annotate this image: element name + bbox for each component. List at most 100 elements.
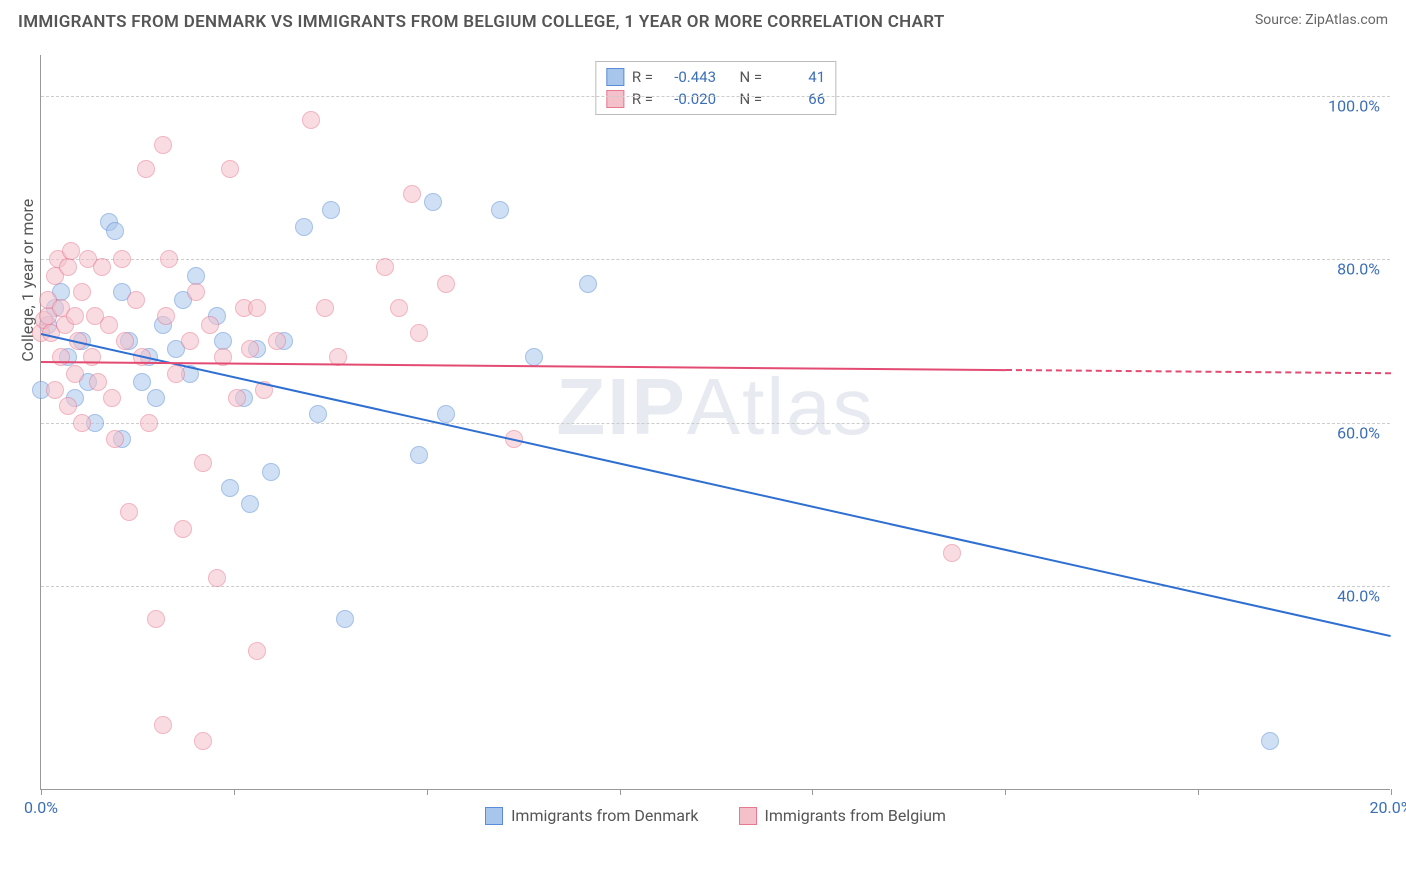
legend-stats-row-1: R = -0.020 N = 66 xyxy=(606,88,825,110)
x-tick xyxy=(1198,789,1199,795)
data-point-series-1 xyxy=(62,242,80,260)
data-point-series-1 xyxy=(73,283,91,301)
n-label: N = xyxy=(740,68,763,86)
data-point-series-0 xyxy=(295,218,313,236)
data-point-series-0 xyxy=(241,495,259,513)
data-point-series-1 xyxy=(73,414,91,432)
series-1-swatch xyxy=(606,90,624,108)
series-0-n-value: 41 xyxy=(770,68,825,86)
gridline-h xyxy=(41,423,1390,424)
x-tick xyxy=(427,789,428,795)
data-point-series-0 xyxy=(187,267,205,285)
gridline-h xyxy=(41,96,1390,97)
x-tick xyxy=(234,789,235,795)
data-point-series-0 xyxy=(221,479,239,497)
data-point-series-0 xyxy=(106,222,124,240)
legend-item-0: Immigrants from Denmark xyxy=(485,806,698,825)
data-point-series-1 xyxy=(221,160,239,178)
data-point-series-0 xyxy=(336,610,354,628)
data-point-series-1 xyxy=(59,258,77,276)
series-1-swatch xyxy=(739,807,757,825)
y-tick-label: 60.0% xyxy=(1337,423,1380,442)
data-point-series-0 xyxy=(214,332,232,350)
series-0-swatch xyxy=(606,68,624,86)
y-tick-label: 80.0% xyxy=(1337,260,1380,279)
data-point-series-1 xyxy=(174,520,192,538)
watermark: ZIPAtlas xyxy=(556,361,874,453)
legend-stats-box: R = -0.443 N = 41 R = -0.020 N = 66 xyxy=(595,61,836,115)
trend-line-extrapolated xyxy=(1006,369,1391,374)
data-point-series-0 xyxy=(410,446,428,464)
data-point-series-1 xyxy=(390,299,408,317)
data-point-series-1 xyxy=(228,389,246,407)
x-tick-label: 0.0% xyxy=(24,798,58,817)
x-tick xyxy=(1391,789,1392,795)
data-point-series-1 xyxy=(241,340,259,358)
data-point-series-1 xyxy=(46,381,64,399)
data-point-series-0 xyxy=(424,193,442,211)
data-point-series-1 xyxy=(106,430,124,448)
legend-item-1: Immigrants from Belgium xyxy=(739,806,946,825)
data-point-series-0 xyxy=(322,201,340,219)
data-point-series-1 xyxy=(137,160,155,178)
data-point-series-1 xyxy=(167,365,185,383)
data-point-series-1 xyxy=(248,642,266,660)
data-point-series-0 xyxy=(525,348,543,366)
gridline-h xyxy=(41,259,1390,260)
chart-container: College, 1 year or more ZIPAtlas R = -0.… xyxy=(40,55,1390,830)
y-tick-label: 40.0% xyxy=(1337,586,1380,605)
x-tick xyxy=(812,789,813,795)
data-point-series-1 xyxy=(201,316,219,334)
data-point-series-1 xyxy=(147,610,165,628)
data-point-series-1 xyxy=(140,414,158,432)
legend-stats-row-0: R = -0.443 N = 41 xyxy=(606,66,825,88)
data-point-series-1 xyxy=(208,569,226,587)
chart-title: IMMIGRANTS FROM DENMARK VS IMMIGRANTS FR… xyxy=(18,12,945,32)
data-point-series-1 xyxy=(437,275,455,293)
data-point-series-1 xyxy=(127,291,145,309)
data-point-series-1 xyxy=(268,332,286,350)
series-0-r-value: -0.443 xyxy=(661,68,716,86)
data-point-series-1 xyxy=(194,454,212,472)
data-point-series-0 xyxy=(1261,732,1279,750)
data-point-series-1 xyxy=(316,299,334,317)
x-tick xyxy=(1005,789,1006,795)
data-point-series-1 xyxy=(59,397,77,415)
data-point-series-1 xyxy=(376,258,394,276)
gridline-h xyxy=(41,586,1390,587)
data-point-series-1 xyxy=(66,365,84,383)
data-point-series-1 xyxy=(52,348,70,366)
r-label: R = xyxy=(632,90,653,108)
data-point-series-1 xyxy=(403,185,421,203)
series-0-swatch xyxy=(485,807,503,825)
series-1-name: Immigrants from Belgium xyxy=(765,806,946,825)
data-point-series-0 xyxy=(147,389,165,407)
series-1-n-value: 66 xyxy=(770,90,825,108)
data-point-series-0 xyxy=(133,373,151,391)
r-label: R = xyxy=(632,68,653,86)
data-point-series-1 xyxy=(187,283,205,301)
data-point-series-1 xyxy=(157,307,175,325)
trend-line xyxy=(41,333,1391,637)
data-point-series-1 xyxy=(89,373,107,391)
plot-area: ZIPAtlas R = -0.443 N = 41 R = -0.020 N … xyxy=(40,55,1390,790)
data-point-series-1 xyxy=(410,324,428,342)
y-tick-label: 100.0% xyxy=(1328,96,1380,115)
data-point-series-0 xyxy=(437,405,455,423)
data-point-series-0 xyxy=(491,201,509,219)
data-point-series-1 xyxy=(113,250,131,268)
data-point-series-1 xyxy=(120,503,138,521)
data-point-series-1 xyxy=(194,732,212,750)
data-point-series-1 xyxy=(103,389,121,407)
data-point-series-1 xyxy=(154,716,172,734)
data-point-series-1 xyxy=(154,136,172,154)
legend-bottom: Immigrants from Denmark Immigrants from … xyxy=(41,806,1390,825)
series-1-r-value: -0.020 xyxy=(661,90,716,108)
x-tick xyxy=(620,789,621,795)
data-point-series-1 xyxy=(160,250,178,268)
n-label: N = xyxy=(740,90,763,108)
data-point-series-1 xyxy=(66,307,84,325)
data-point-series-1 xyxy=(116,332,134,350)
data-point-series-1 xyxy=(93,258,111,276)
x-tick-label: 20.0% xyxy=(1370,798,1406,817)
